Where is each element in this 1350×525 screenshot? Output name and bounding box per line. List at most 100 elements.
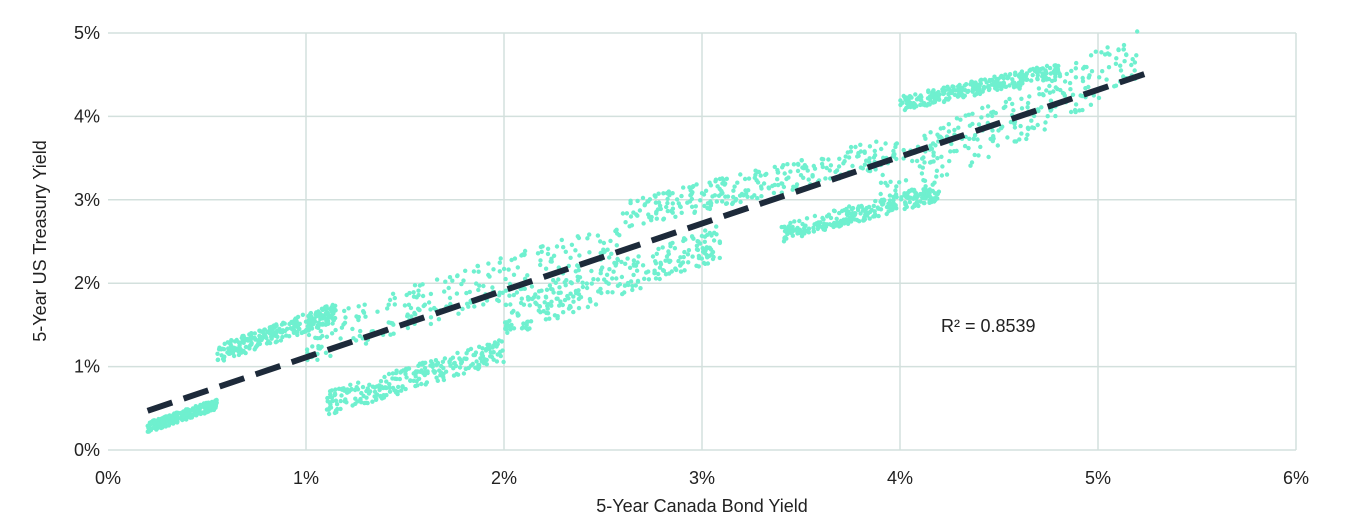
data-point [504,327,509,332]
data-point [901,147,906,153]
data-point [845,210,850,216]
data-point [525,319,531,324]
data-point [876,206,881,211]
data-point [962,93,967,98]
data-point [422,372,427,378]
data-point [411,378,416,383]
data-point [476,365,482,370]
data-point [628,200,633,206]
data-point [635,279,641,284]
data-point [315,357,320,362]
data-point [880,172,885,178]
data-point [763,172,768,178]
data-point [334,402,340,407]
data-point [324,334,330,339]
data-point [1093,49,1099,54]
data-point [392,302,397,307]
data-point [653,261,659,266]
data-point [475,263,481,269]
data-point [514,290,520,295]
data-point [209,400,214,405]
data-point [409,314,414,319]
data-point [494,359,500,364]
data-point [527,326,532,331]
data-point [661,268,667,273]
data-point [575,274,580,279]
data-point [1019,96,1024,102]
data-point [455,273,460,278]
data-point [733,196,739,202]
data-point [399,388,404,393]
data-point [554,296,559,301]
data-point [146,429,152,434]
data-point [280,334,285,340]
data-point [657,265,663,270]
data-point [512,256,518,261]
data-point [934,168,940,173]
data-point [575,234,580,239]
data-point [457,356,462,361]
data-point [702,234,708,239]
data-point [962,143,968,149]
data-point [358,328,363,334]
data-point [406,302,412,307]
data-point [339,325,345,330]
data-point [738,199,743,205]
data-point [791,162,797,167]
data-point [953,88,959,93]
data-point [257,333,262,339]
data-point [646,277,652,282]
data-point [1018,123,1023,129]
data-point [225,340,230,345]
data-point [696,239,701,244]
data-point [430,364,435,369]
data-point [316,325,321,330]
data-points [145,29,1140,434]
data-point [856,205,861,211]
data-point [665,200,670,206]
data-point [893,192,899,197]
data-point [354,385,359,390]
data-point [775,177,780,182]
data-point [530,296,535,302]
data-point [587,296,593,302]
data-point [357,333,362,339]
data-point [758,173,763,178]
data-point [338,406,343,412]
data-point [950,84,955,89]
data-point [888,179,893,184]
data-point [883,141,888,146]
data-point [1031,113,1037,119]
data-point [954,116,960,121]
x-tick-label: 1% [293,468,319,488]
data-point [604,272,610,277]
data-point [213,398,218,403]
data-point [460,306,465,312]
data-point [587,232,592,237]
data-point [1100,69,1105,74]
data-point [664,204,669,210]
data-point [927,191,932,196]
data-point [374,384,380,389]
data-point [275,334,280,339]
data-point [288,326,293,331]
data-point [907,199,912,205]
data-point [497,260,502,265]
data-point [998,75,1003,80]
data-point [440,371,445,377]
data-point [419,368,424,373]
data-point [269,336,274,341]
data-point [615,256,620,262]
data-point [595,233,601,238]
data-point [974,91,979,97]
data-point [1124,52,1129,57]
data-point [627,265,633,270]
data-point [278,329,283,335]
data-point [1102,52,1108,57]
data-point [496,293,502,298]
data-point [1053,85,1059,90]
data-point [443,369,449,374]
data-point [576,296,582,302]
data-point [1096,95,1102,101]
